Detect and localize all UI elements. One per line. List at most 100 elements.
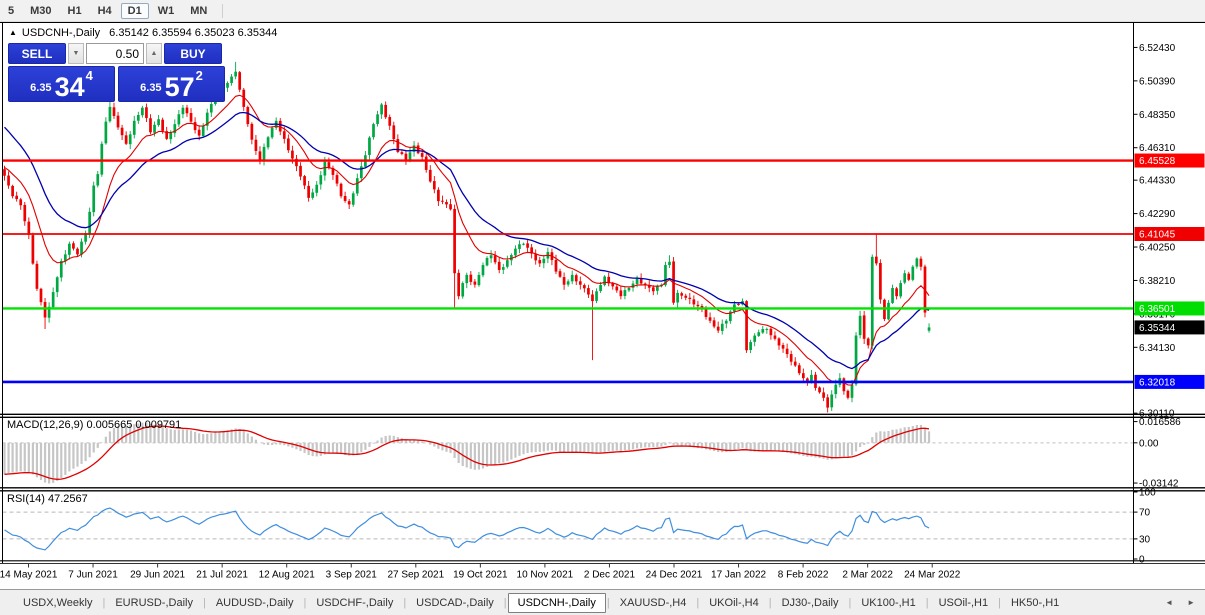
rsi-indicator-label: RSI(14) 47.2567 (7, 493, 88, 505)
tab-xauusd-h4[interactable]: XAUUSD-,H4 (619, 596, 687, 609)
chart-symbol-label: USDCNH-,Daily (21, 27, 101, 39)
tab-dj30-daily[interactable]: DJ30-,Daily (781, 596, 839, 609)
rsi-axis-label: 30 (1139, 534, 1151, 545)
tab-separator: | (606, 596, 610, 609)
price-axis-label: 6.48350 (1139, 110, 1176, 121)
svg-text:6.41045: 6.41045 (1139, 229, 1176, 240)
chart-ohlc-readout: 6.35142 6.35594 6.35023 6.35344 (109, 27, 278, 39)
tab-scroll-arrows: ◄ ► (1165, 598, 1195, 607)
price-axis-label: 6.42290 (1139, 209, 1176, 220)
tab-audusd-daily[interactable]: AUDUSD-,Daily (215, 596, 294, 609)
timeframe-w1[interactable]: W1 (157, 4, 175, 17)
timeframe-mn[interactable]: MN (190, 4, 208, 17)
sell-price-big: 34 (54, 71, 85, 102)
date-axis-label: 29 Jun 2021 (130, 570, 185, 581)
rsi-layer (2, 507, 1134, 551)
tab-eurusd-daily[interactable]: EURUSD-,Daily (115, 596, 193, 609)
date-axis-label: 17 Jan 2022 (711, 570, 766, 581)
timeframe-h1[interactable]: H1 (67, 4, 82, 17)
tab-separator: | (202, 596, 206, 609)
price-axis-badge: 6.36501 (1134, 301, 1205, 316)
price-axis-label: 6.46310 (1139, 143, 1176, 154)
date-axis-label: 14 May 2021 (0, 570, 58, 581)
volume-decrease-button[interactable]: ▼ (68, 43, 84, 64)
tab-hk50-h1[interactable]: HK50-,H1 (1010, 596, 1060, 609)
tab-separator: | (403, 596, 407, 609)
buy-quote-box[interactable]: 6.35 57 2 (118, 66, 225, 102)
date-axis-label: 8 Feb 2022 (778, 570, 829, 581)
volume-input[interactable] (86, 43, 144, 64)
rsi-axis-label: 100 (1139, 488, 1156, 499)
tab-separator: | (998, 596, 1001, 609)
sell-quote-box[interactable]: 6.35 34 4 (8, 66, 115, 102)
price-axis-label: 6.40250 (1139, 243, 1176, 254)
symbol-tabs: USDX,Weekly | EURUSD-,Daily | AUDUSD-,Daily |… (14, 592, 1068, 613)
svg-text:6.45528: 6.45528 (1139, 156, 1176, 167)
tab-separator: | (102, 596, 106, 609)
timeframe-toolbar: 5 M30 H1 H4 D1 W1 MN (0, 0, 1205, 22)
timeframe-5[interactable]: 5 (8, 4, 15, 17)
timeframe-m30[interactable]: M30 (30, 4, 52, 17)
scroll-tabs-left-icon[interactable]: ◄ (1165, 598, 1174, 607)
tab-separator: | (303, 596, 307, 609)
date-axis-label: 2 Mar 2022 (842, 570, 893, 581)
buy-button[interactable]: BUY (164, 43, 222, 64)
date-axis-label: 3 Sep 2021 (326, 570, 378, 581)
date-axis-label: 12 Aug 2021 (259, 570, 316, 581)
price-axis-label: 6.34130 (1139, 343, 1176, 354)
price-axis-label: 6.52430 (1139, 43, 1176, 54)
svg-text:6.32018: 6.32018 (1139, 377, 1176, 388)
date-axis-label: 27 Sep 2021 (387, 570, 444, 581)
price-axis-badge: 6.35344 (1134, 320, 1205, 335)
price-axis-label: 6.38210 (1139, 276, 1176, 287)
tab-uk100-h1[interactable]: UK100-,H1 (861, 596, 916, 609)
tab-separator: | (925, 596, 929, 609)
tab-separator: | (848, 596, 852, 609)
toolbar-separator (222, 3, 224, 18)
price-axis-label: 6.44330 (1139, 176, 1176, 187)
macd-axis-label: 0.016586 (1139, 417, 1181, 428)
down-arrow-icon: ▼ (72, 50, 80, 57)
tab-usdcad-daily[interactable]: USDCAD-,Daily (416, 596, 494, 609)
rsi-axis-label: 0 (1139, 555, 1145, 566)
symbol-tab-bar: USDX,Weekly | EURUSD-,Daily | AUDUSD-,Daily |… (0, 589, 1205, 615)
price-axis-badge: 6.32018 (1134, 374, 1205, 389)
tab-separator: | (503, 596, 507, 609)
volume-increase-button[interactable]: ▲ (146, 43, 162, 64)
price-axis-label: 6.30110 (1139, 409, 1175, 420)
date-axis-label: 19 Oct 2021 (453, 570, 508, 581)
sell-price-superscript: 4 (85, 68, 93, 83)
date-axis-label: 10 Nov 2021 (517, 570, 574, 581)
tab-separator: | (768, 596, 772, 609)
date-axis-label: 24 Mar 2022 (904, 570, 961, 581)
price-axis-badge: 6.41045 (1134, 226, 1205, 241)
collapse-panel-icon[interactable]: ▲ (9, 28, 17, 37)
tab-ukoil-h4[interactable]: UKOil-,H4 (709, 596, 759, 609)
macd-indicator-label: MACD(12,26,9) 0.005665 0.009791 (7, 419, 182, 431)
tab-usdx-weekly[interactable]: USDX,Weekly (23, 596, 93, 609)
tab-usdchf-daily[interactable]: USDCHF-,Daily (316, 596, 394, 609)
timeframe-h4[interactable]: H4 (97, 4, 112, 17)
tab-separator: | (696, 596, 700, 609)
timeframe-d1[interactable]: D1 (120, 2, 149, 19)
price-axis-label: 6.50390 (1139, 76, 1176, 87)
macd-layer (2, 422, 1134, 484)
rsi-axis-label: 70 (1139, 508, 1151, 519)
macd-axis-label: 0.00 (1139, 438, 1159, 449)
date-axis-label: 21 Jul 2021 (196, 570, 248, 581)
date-axis-label: 2 Dec 2021 (584, 570, 636, 581)
date-axis-label: 7 Jun 2021 (68, 570, 118, 581)
sell-button[interactable]: SELL (8, 43, 66, 64)
buy-price-superscript: 2 (195, 68, 203, 83)
buy-price-prefix: 6.35 (140, 82, 162, 94)
buy-price-big: 57 (164, 71, 195, 102)
svg-text:6.36501: 6.36501 (1139, 304, 1176, 315)
candles-layer (3, 61, 931, 413)
tab-usoil-h1[interactable]: USOil-,H1 (938, 596, 989, 609)
scroll-tabs-right-icon[interactable]: ► (1187, 598, 1195, 607)
tab-usdcnh-daily[interactable]: USDCNH-,Daily (507, 592, 606, 613)
svg-text:6.35344: 6.35344 (1139, 323, 1176, 334)
up-arrow-icon: ▲ (150, 50, 158, 57)
macd-axis-label: -0.03142 (1139, 479, 1179, 490)
